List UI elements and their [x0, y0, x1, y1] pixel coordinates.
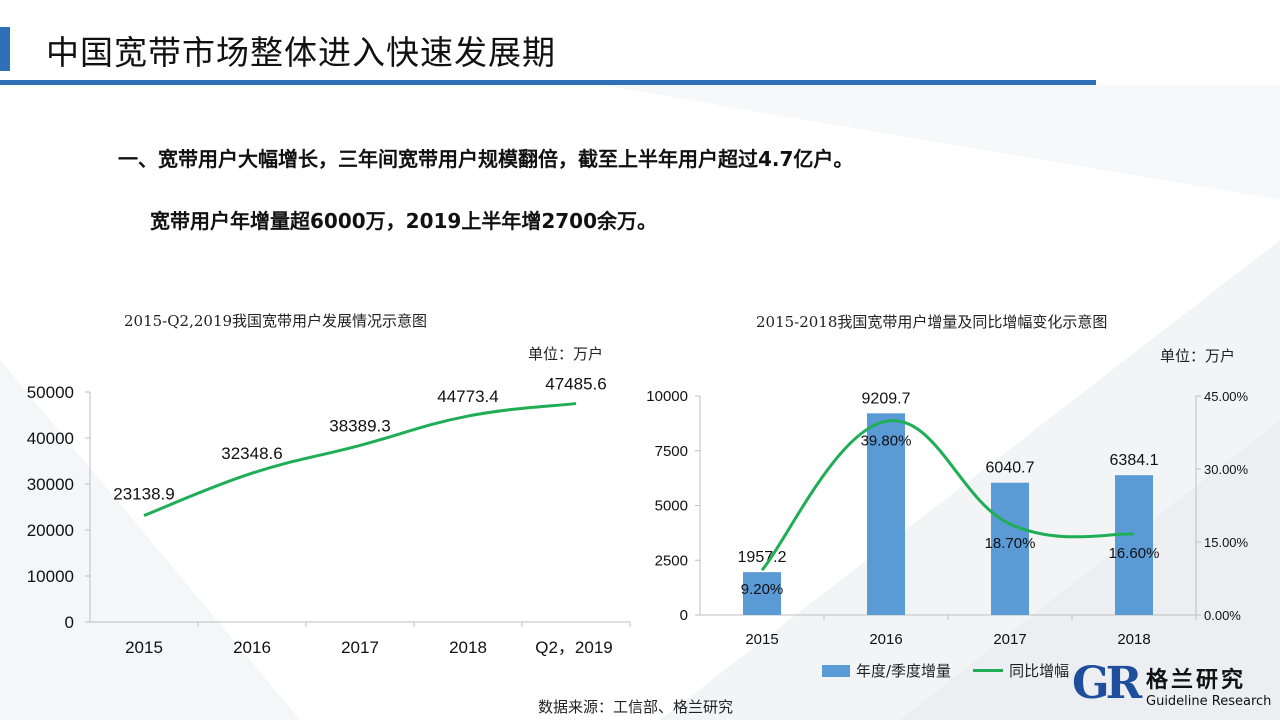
right-tick-label: 30.00% — [1204, 462, 1249, 477]
bullet-text-1: 一、宽带用户大幅增长，三年间宽带用户规模翻倍，截至上半年用户超过4.7亿户。 — [118, 147, 854, 171]
growth-rate-label: 39.80% — [861, 432, 912, 449]
guideline-research-logo: GR 格兰研究 Guideline Research — [1072, 656, 1272, 716]
logo-cn-name: 格兰研究 — [1146, 668, 1247, 693]
bar — [743, 572, 781, 615]
legend-line-label: 同比增幅 — [1009, 662, 1070, 680]
chart2-unit: 单位：万户 — [1160, 347, 1236, 365]
legend-bar-label: 年度/季度增量 — [856, 662, 952, 680]
chart1-unit: 单位：万户 — [528, 345, 604, 363]
left-tick-label: 5000 — [655, 498, 688, 515]
y-tick-label: 40000 — [27, 429, 74, 448]
y-tick-label: 20000 — [27, 521, 74, 540]
x-tick-label: 2016 — [233, 638, 271, 657]
title-accent-bar — [0, 27, 10, 71]
title-underline — [0, 80, 1096, 85]
y-tick-label: 0 — [65, 613, 74, 632]
bar — [867, 413, 905, 615]
broadband-increment-bar-chart: 0 2500 5000 7500 10000 0.00% 15.00% 30.00% 45.00… — [646, 388, 1249, 648]
growth-rate-line — [760, 419, 1135, 572]
bar — [991, 482, 1029, 615]
legend-line-swatch — [973, 669, 1004, 672]
left-tick-label: 2500 — [655, 552, 688, 569]
y-tick-label: 50000 — [27, 383, 74, 402]
x-tick-label: Q2，2019 — [535, 638, 613, 657]
data-label: 23138.9 — [113, 485, 174, 504]
growth-rate-label: 9.20% — [741, 581, 784, 598]
y-tick-label: 30000 — [27, 475, 74, 494]
x-tick-label: 2018 — [449, 638, 487, 657]
bar-value-label: 1957.2 — [738, 549, 787, 566]
data-label: 32348.6 — [221, 444, 282, 463]
bar-value-label: 6384.1 — [1110, 452, 1159, 469]
left-tick-label: 7500 — [655, 443, 688, 460]
broadband-users-line-chart: 0 10000 20000 30000 40000 50000 2015 2016 2017 20… — [27, 375, 631, 657]
x-tick-label: 2015 — [745, 631, 778, 648]
chart2-title: 2015-2018我国宽带用户增量及同比增幅变化示意图 — [756, 313, 1108, 331]
bar-value-label: 6040.7 — [986, 460, 1035, 477]
right-tick-label: 45.00% — [1204, 389, 1249, 404]
y-tick-label: 10000 — [27, 567, 74, 586]
right-tick-label: 15.00% — [1204, 535, 1249, 550]
x-tick-label: 2017 — [993, 631, 1026, 648]
bullet-text-2: 宽带用户年增量超6000万，2019上半年增2700余万。 — [150, 209, 657, 233]
chart1-title: 2015-Q2,2019我国宽带用户发展情况示意图 — [124, 312, 428, 330]
x-tick-label: 2018 — [1117, 631, 1150, 648]
data-label: 38389.3 — [329, 416, 390, 435]
left-tick-label: 0 — [680, 607, 688, 624]
data-label: 47485.6 — [545, 375, 606, 394]
bar — [1115, 475, 1153, 615]
growth-rate-label: 18.70% — [985, 535, 1036, 552]
logo-mark: GR — [1072, 658, 1142, 709]
data-source: 数据来源：工信部、格兰研究 — [538, 698, 734, 716]
bar-value-label: 9209.7 — [862, 390, 911, 407]
page-title: 中国宽带市场整体进入快速发展期 — [46, 33, 556, 72]
x-tick-label: 2017 — [341, 638, 379, 657]
growth-rate-label: 16.60% — [1109, 545, 1160, 562]
x-tick-label: 2016 — [869, 631, 902, 648]
data-label: 44773.4 — [437, 387, 498, 406]
legend-bar-swatch — [822, 664, 850, 677]
logo-en-name: Guideline Research — [1146, 694, 1272, 709]
chart2-legend: 年度/季度增量 同比增幅 — [822, 660, 1069, 681]
right-tick-label: 0.00% — [1204, 608, 1241, 623]
left-tick-label: 10000 — [646, 388, 688, 405]
x-tick-label: 2015 — [125, 638, 163, 657]
